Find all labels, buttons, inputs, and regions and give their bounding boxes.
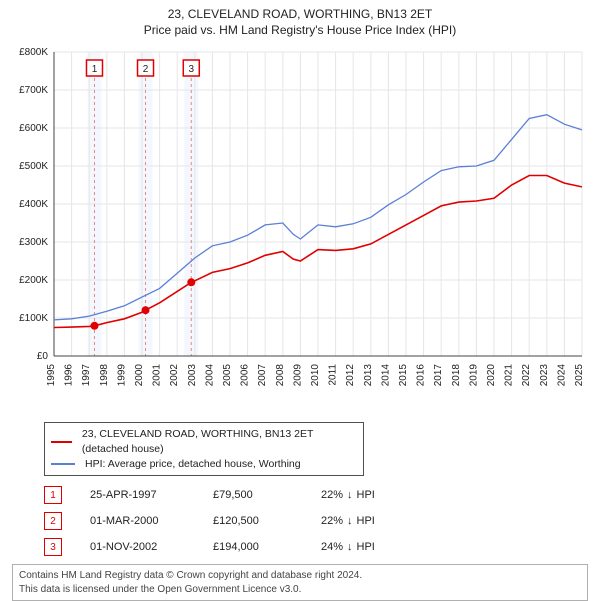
delta-suffix: HPI: [357, 489, 375, 501]
svg-text:1999: 1999: [116, 364, 127, 387]
svg-text:1996: 1996: [64, 364, 75, 387]
svg-text:2023: 2023: [539, 364, 550, 387]
svg-text:£100K: £100K: [19, 313, 48, 324]
svg-text:2001: 2001: [152, 364, 163, 387]
svg-text:2015: 2015: [398, 364, 409, 387]
svg-text:£500K: £500K: [19, 161, 48, 172]
svg-text:2025: 2025: [574, 364, 585, 387]
svg-text:2011: 2011: [328, 364, 339, 386]
svg-text:£0: £0: [37, 351, 49, 362]
delta-value: 22%: [321, 515, 343, 527]
table-row: 2 01-MAR-2000 £120,500 22% HPI: [44, 512, 588, 530]
svg-text:2018: 2018: [451, 364, 462, 387]
svg-text:£600K: £600K: [19, 123, 48, 134]
delta-suffix: HPI: [357, 515, 375, 527]
svg-text:2010: 2010: [310, 364, 321, 387]
sale-date: 25-APR-1997: [90, 489, 185, 501]
svg-text:2: 2: [143, 64, 149, 75]
footer-line: Contains HM Land Registry data © Crown c…: [19, 569, 581, 583]
sale-price: £120,500: [213, 515, 293, 527]
table-row: 3 01-NOV-2002 £194,000 24% HPI: [44, 538, 588, 556]
svg-text:1995: 1995: [46, 364, 57, 387]
svg-text:2020: 2020: [486, 364, 497, 387]
arrow-down-icon: [347, 541, 353, 553]
chart-title-block: 23, CLEVELAND ROAD, WORTHING, BN13 2ET P…: [0, 0, 600, 38]
legend-swatch: [51, 463, 75, 465]
legend: 23, CLEVELAND ROAD, WORTHING, BN13 2ET (…: [44, 422, 364, 476]
legend-label: HPI: Average price, detached house, Wort…: [85, 457, 301, 472]
chart-container: { "title": { "line1": "23, CLEVELAND ROA…: [0, 0, 600, 590]
svg-text:£400K: £400K: [19, 199, 48, 210]
svg-text:2004: 2004: [204, 364, 215, 387]
table-row: 1 25-APR-1997 £79,500 22% HPI: [44, 486, 588, 504]
legend-label: 23, CLEVELAND ROAD, WORTHING, BN13 2ET (…: [82, 427, 357, 456]
legend-item: HPI: Average price, detached house, Wort…: [51, 457, 357, 472]
sale-price: £79,500: [213, 489, 293, 501]
arrow-down-icon: [347, 489, 353, 501]
svg-text:2006: 2006: [240, 364, 251, 387]
chart-svg: £0 £100K £200K £300K £400K £500K £600K £700K £80…: [12, 46, 588, 416]
svg-text:2003: 2003: [187, 364, 198, 387]
sale-date: 01-NOV-2002: [90, 541, 185, 553]
svg-text:£700K: £700K: [19, 85, 48, 96]
attribution-footer: Contains HM Land Registry data © Crown c…: [12, 564, 588, 601]
marker-badge: 1: [44, 486, 62, 504]
svg-text:2012: 2012: [345, 364, 356, 387]
chart-plot: £0 £100K £200K £300K £400K £500K £600K £700K £80…: [12, 46, 588, 416]
svg-text:2021: 2021: [504, 364, 515, 387]
sale-marker-table: 1 25-APR-1997 £79,500 22% HPI 2 01-MAR-2…: [44, 486, 588, 556]
svg-text:1997: 1997: [81, 364, 92, 387]
legend-item: 23, CLEVELAND ROAD, WORTHING, BN13 2ET (…: [51, 427, 357, 456]
svg-text:2008: 2008: [275, 364, 286, 387]
svg-text:2016: 2016: [416, 364, 427, 387]
sale-delta: 22% HPI: [321, 489, 411, 501]
sale-delta: 22% HPI: [321, 515, 411, 527]
svg-text:2014: 2014: [380, 364, 391, 387]
svg-text:2019: 2019: [468, 364, 479, 387]
svg-text:2022: 2022: [521, 364, 532, 387]
sale-delta: 24% HPI: [321, 541, 411, 553]
svg-text:1: 1: [92, 64, 98, 75]
delta-value: 24%: [321, 541, 343, 553]
svg-text:£300K: £300K: [19, 237, 48, 248]
svg-text:£800K: £800K: [19, 47, 48, 58]
svg-text:2007: 2007: [257, 364, 268, 387]
chart-title-line2: Price paid vs. HM Land Registry's House …: [0, 22, 600, 38]
svg-text:2013: 2013: [363, 364, 374, 387]
delta-suffix: HPI: [357, 541, 375, 553]
sale-date: 01-MAR-2000: [90, 515, 185, 527]
svg-text:2024: 2024: [556, 364, 567, 387]
svg-text:2005: 2005: [222, 364, 233, 387]
legend-swatch: [51, 441, 72, 443]
svg-text:2009: 2009: [292, 364, 303, 387]
svg-text:2000: 2000: [134, 364, 145, 387]
svg-text:2002: 2002: [169, 364, 180, 387]
svg-text:£200K: £200K: [19, 275, 48, 286]
chart-title-line1: 23, CLEVELAND ROAD, WORTHING, BN13 2ET: [0, 6, 600, 22]
svg-text:3: 3: [188, 64, 194, 75]
svg-text:1998: 1998: [99, 364, 110, 387]
sale-price: £194,000: [213, 541, 293, 553]
marker-badge: 3: [44, 538, 62, 556]
arrow-down-icon: [347, 515, 353, 527]
marker-badge: 2: [44, 512, 62, 530]
svg-text:2017: 2017: [433, 364, 444, 387]
delta-value: 22%: [321, 489, 343, 501]
